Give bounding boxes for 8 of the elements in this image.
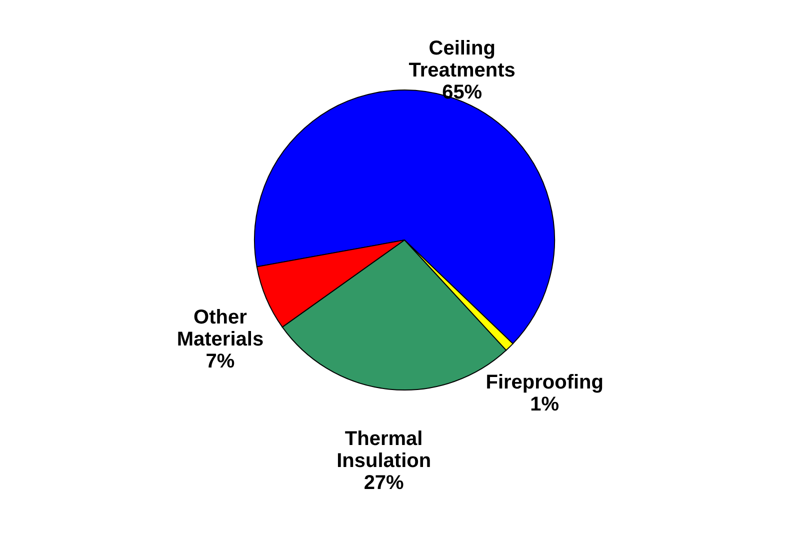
data-label: 7%	[206, 350, 235, 373]
data-label: 1%	[530, 394, 560, 416]
slice-label: Thermal Insulation	[336, 428, 432, 472]
slice-label: Other Materials	[176, 306, 264, 351]
data-label: 65%	[442, 81, 482, 104]
data-label: 27%	[364, 472, 404, 494]
slice-label: Fireproofing	[486, 372, 604, 394]
slice-label: Ceiling Treatments	[408, 37, 516, 82]
